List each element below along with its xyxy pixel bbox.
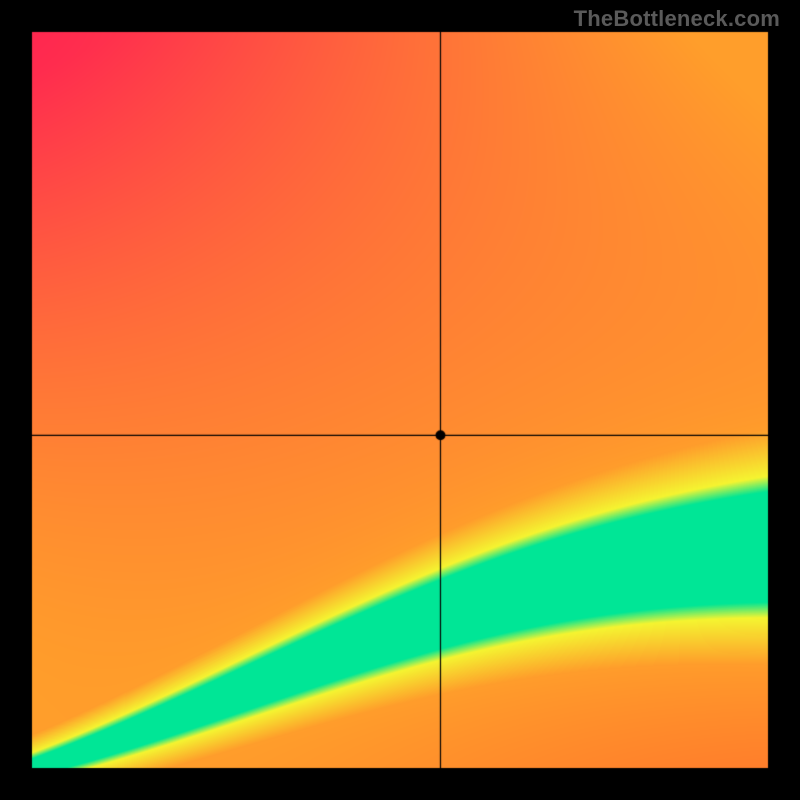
- watermark-text: TheBottleneck.com: [574, 6, 780, 32]
- heatmap-canvas: [0, 0, 800, 800]
- chart-container: TheBottleneck.com: [0, 0, 800, 800]
